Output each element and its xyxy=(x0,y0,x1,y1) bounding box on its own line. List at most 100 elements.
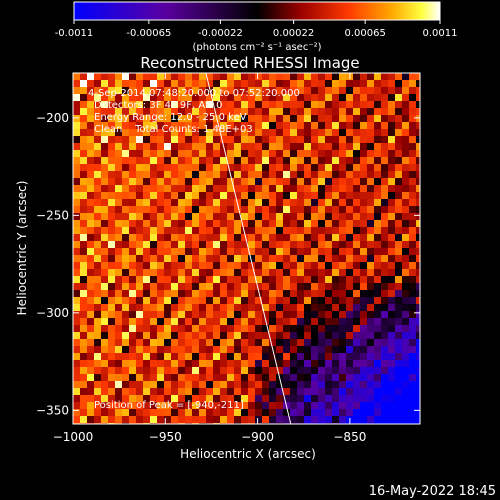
heatmap-cell xyxy=(332,374,339,381)
heatmap-cell xyxy=(136,220,143,227)
heatmap-cell xyxy=(311,150,318,157)
heatmap-cell xyxy=(290,325,297,332)
heatmap-cell xyxy=(402,150,409,157)
heatmap-cell xyxy=(94,227,101,234)
heatmap-cell xyxy=(94,178,101,185)
colorbar-tick-label: -0.0011 xyxy=(55,28,94,39)
heatmap-cell xyxy=(276,129,283,136)
heatmap-cell xyxy=(164,332,171,339)
heatmap-cell xyxy=(185,248,192,255)
heatmap-cell xyxy=(143,101,150,108)
heatmap-cell xyxy=(255,311,262,318)
heatmap-cell xyxy=(248,101,255,108)
heatmap-cell xyxy=(136,269,143,276)
heatmap-cell xyxy=(346,122,353,129)
heatmap-cell xyxy=(269,157,276,164)
heatmap-cell xyxy=(297,318,304,325)
heatmap-cell xyxy=(325,192,332,199)
heatmap-cell xyxy=(297,241,304,248)
heatmap-cell xyxy=(353,311,360,318)
heatmap-cell xyxy=(353,360,360,367)
heatmap-cell xyxy=(115,157,122,164)
heatmap-cell xyxy=(122,283,129,290)
heatmap-cell xyxy=(94,353,101,360)
heatmap-cell xyxy=(220,115,227,122)
heatmap-cell xyxy=(94,255,101,262)
heatmap-cell xyxy=(353,262,360,269)
heatmap-cell xyxy=(346,80,353,87)
heatmap-cell xyxy=(297,248,304,255)
heatmap-cell xyxy=(381,199,388,206)
heatmap-cell xyxy=(409,416,416,423)
heatmap-cell xyxy=(164,227,171,234)
heatmap-cell xyxy=(136,157,143,164)
heatmap-cell xyxy=(241,346,248,353)
heatmap-cell xyxy=(360,402,367,409)
heatmap-cell xyxy=(325,234,332,241)
heatmap-cell xyxy=(402,157,409,164)
heatmap-cell xyxy=(346,339,353,346)
heatmap-cell xyxy=(136,332,143,339)
heatmap-cell xyxy=(171,262,178,269)
heatmap-cell xyxy=(360,185,367,192)
heatmap-cell xyxy=(164,395,171,402)
heatmap-cell xyxy=(395,206,402,213)
heatmap-cell xyxy=(395,332,402,339)
heatmap-cell xyxy=(241,213,248,220)
heatmap-cell xyxy=(346,199,353,206)
heatmap-cell xyxy=(374,395,381,402)
heatmap-cell xyxy=(409,101,416,108)
heatmap-cell xyxy=(409,213,416,220)
heatmap-cell xyxy=(388,220,395,227)
heatmap-cell xyxy=(402,290,409,297)
heatmap-cell xyxy=(255,269,262,276)
heatmap-cell xyxy=(171,290,178,297)
heatmap-cell xyxy=(318,129,325,136)
heatmap-cell xyxy=(325,206,332,213)
heatmap-cell xyxy=(87,192,94,199)
heatmap-cell xyxy=(269,255,276,262)
heatmap-cell xyxy=(409,388,416,395)
heatmap-cell xyxy=(150,248,157,255)
heatmap-cell xyxy=(353,213,360,220)
heatmap-cell xyxy=(248,346,255,353)
heatmap-cell xyxy=(185,381,192,388)
heatmap-cell xyxy=(234,346,241,353)
heatmap-cell xyxy=(108,402,115,409)
heatmap-cell xyxy=(346,367,353,374)
heatmap-cell xyxy=(290,122,297,129)
heatmap-cell xyxy=(171,318,178,325)
heatmap-cell xyxy=(199,241,206,248)
heatmap-cell xyxy=(409,185,416,192)
heatmap-cell xyxy=(297,381,304,388)
heatmap-cell xyxy=(255,73,262,80)
heatmap-cell xyxy=(115,374,122,381)
heatmap-cell xyxy=(185,409,192,416)
heatmap-cell xyxy=(311,234,318,241)
heatmap-cell xyxy=(297,220,304,227)
heatmap-cell xyxy=(311,276,318,283)
heatmap-cell xyxy=(87,185,94,192)
heatmap-cell xyxy=(213,325,220,332)
heatmap-cell xyxy=(353,220,360,227)
heatmap-cell xyxy=(164,115,171,122)
heatmap-cell xyxy=(150,115,157,122)
heatmap-cell xyxy=(325,276,332,283)
heatmap-cell xyxy=(409,374,416,381)
heatmap-cell xyxy=(416,227,420,234)
heatmap-cell xyxy=(220,255,227,262)
heatmap-cell xyxy=(381,269,388,276)
heatmap-cell xyxy=(339,304,346,311)
heatmap-cell xyxy=(108,122,115,129)
heatmap-cell xyxy=(360,227,367,234)
heatmap-cell xyxy=(395,409,402,416)
heatmap-cell xyxy=(353,374,360,381)
heatmap-cell xyxy=(360,374,367,381)
heatmap-cell xyxy=(122,248,129,255)
heatmap-cell xyxy=(108,192,115,199)
heatmap-cell xyxy=(143,192,150,199)
heatmap-cell xyxy=(178,367,185,374)
heatmap-cell xyxy=(234,283,241,290)
heatmap-cell xyxy=(416,122,420,129)
heatmap-cell xyxy=(367,283,374,290)
